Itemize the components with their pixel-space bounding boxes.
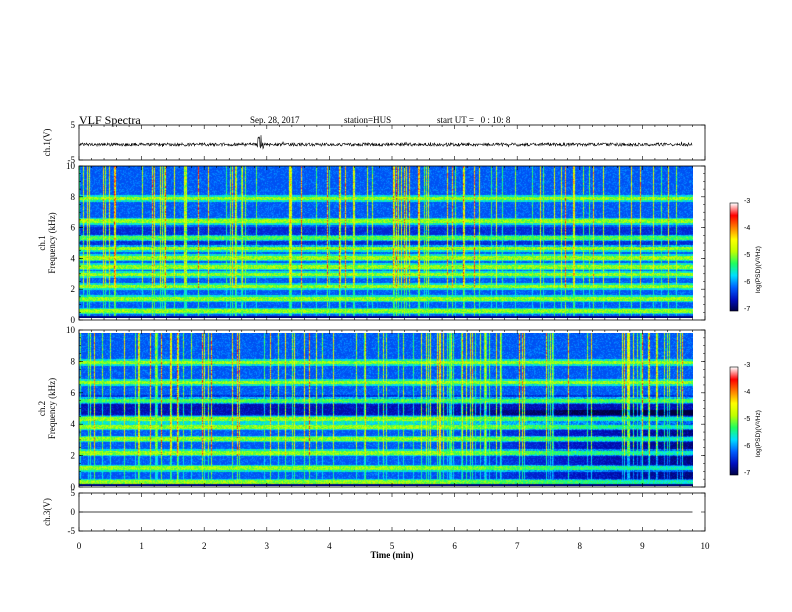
- x-tick-label: 2: [202, 541, 207, 551]
- x-tick-label: 9: [640, 541, 645, 551]
- y-tick-label: 5: [71, 488, 76, 498]
- ch1-spectrogram: [79, 166, 693, 318]
- y-axis-title: Frequency (kHz): [47, 212, 57, 273]
- cb1-tick-3: -3: [744, 198, 751, 205]
- x-tick-label: 1: [139, 541, 144, 551]
- y-tick-label: -5: [68, 155, 76, 165]
- ch2-colorbar: [730, 367, 738, 475]
- y-tick-label: 5: [71, 120, 76, 130]
- y-tick-label: 4: [71, 419, 76, 429]
- panel-frame: [78, 124, 706, 161]
- y-axis-title: Frequency (kHz): [47, 378, 57, 439]
- cb1-tick-7: -7: [744, 306, 751, 313]
- date-label: Sep. 28, 2017: [250, 115, 300, 125]
- x-tick-label: 0: [77, 541, 82, 551]
- panel-frame: [78, 165, 706, 321]
- y-tick-label: 8: [71, 192, 76, 202]
- panel-frame: [78, 329, 706, 488]
- x-tick-label: 7: [515, 541, 520, 551]
- ch2-spectrogram: [79, 333, 693, 486]
- y-tick-label: 8: [71, 356, 76, 366]
- cb2-tick-3: -3: [744, 362, 751, 369]
- cb2-tick-4: -4: [744, 389, 751, 396]
- x-tick-label: 10: [701, 541, 711, 551]
- y-axis-title: ch.3(V): [42, 498, 52, 526]
- y-tick-label: -5: [68, 526, 76, 536]
- cb1-tick-5: -5: [744, 252, 751, 259]
- cb2-tick-5: -5: [744, 416, 751, 423]
- x-axis-title: Time (min): [370, 550, 413, 560]
- y-tick-label: 10: [66, 161, 76, 171]
- y-tick-label: 0: [71, 315, 76, 325]
- y-tick-label: 10: [66, 325, 76, 335]
- x-tick-label: 4: [327, 541, 332, 551]
- y-tick-label: 4: [71, 253, 76, 263]
- plot-title: VLF Spectra: [79, 113, 141, 127]
- x-tick-label: 3: [265, 541, 270, 551]
- x-tick-label: 6: [452, 541, 457, 551]
- y-tick-label: 0: [71, 482, 76, 492]
- y-tick-label: 6: [71, 388, 76, 398]
- cb2-tick-6: -6: [744, 443, 751, 450]
- ch1-colorbar: [730, 203, 738, 311]
- y-tick-label: 6: [71, 223, 76, 233]
- start-ut-label: start UT = 0 : 10: 8: [437, 115, 511, 125]
- y-axis-title: ch.2: [37, 401, 47, 416]
- y-tick-label: 0: [71, 507, 76, 517]
- cb2-tick-7: -7: [744, 470, 751, 477]
- station-label: station=HUS: [344, 115, 392, 125]
- x-tick-label: 8: [578, 541, 583, 551]
- y-tick-label: 2: [71, 284, 76, 294]
- y-tick-label: 2: [71, 451, 76, 461]
- x-tick-label: 5: [390, 541, 395, 551]
- cb1-tick-4: -4: [744, 225, 751, 232]
- y-axis-title: ch.1(V): [42, 129, 52, 157]
- ch1-waveform: [78, 135, 693, 150]
- y-axis-title: ch.1: [37, 235, 47, 250]
- cb1-tick-6: -6: [744, 279, 751, 286]
